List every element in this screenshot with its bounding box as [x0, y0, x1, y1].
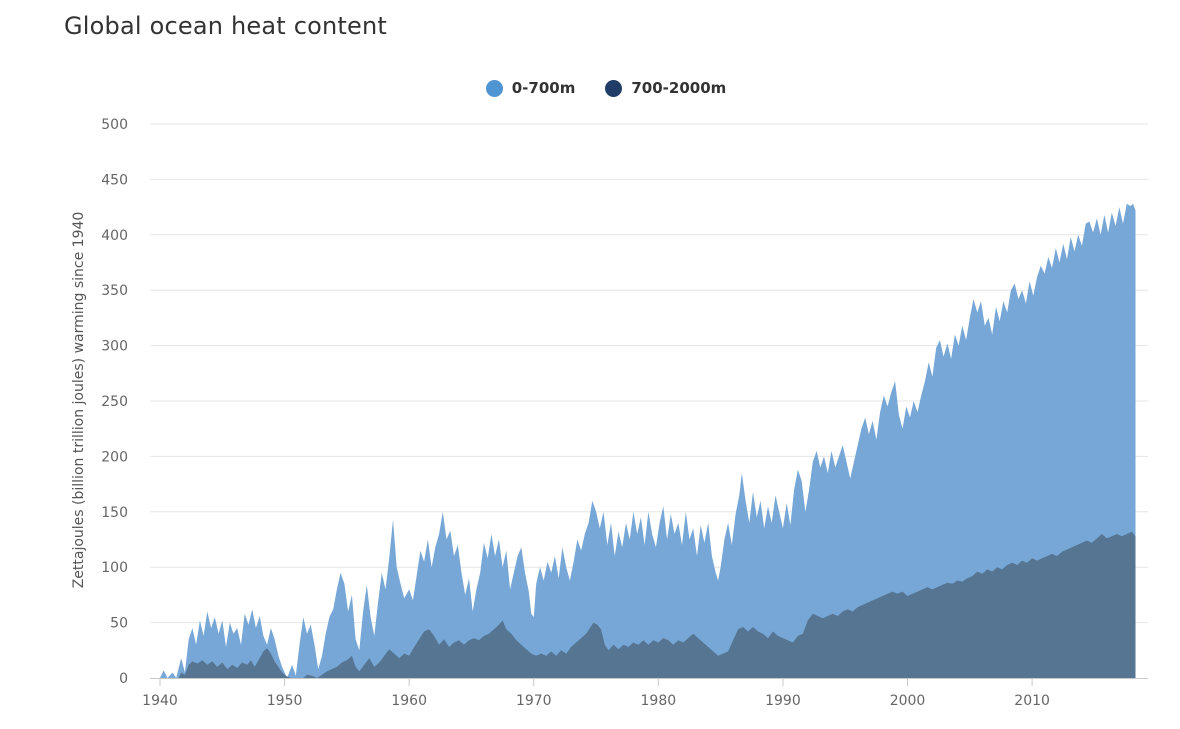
- x-tick-label: 2010: [1014, 693, 1050, 709]
- x-tick-label: 2000: [890, 693, 926, 709]
- series-areas: [160, 203, 1136, 679]
- legend-label-700-2000m: 700-2000m: [631, 79, 727, 97]
- y-tick-label: 50: [110, 616, 128, 632]
- x-tick-label: 1960: [391, 693, 427, 709]
- legend-swatch-0-700m: [485, 79, 503, 97]
- x-tick-label: 1940: [142, 693, 178, 709]
- y-tick-label: 450: [101, 172, 128, 188]
- x-tick-label: 1980: [641, 693, 677, 709]
- legend-item-700-2000m[interactable]: 700-2000m: [605, 79, 726, 97]
- y-tick-label: 500: [101, 117, 128, 133]
- x-tick-label: 1970: [516, 693, 552, 709]
- y-tick-label: 100: [101, 560, 128, 576]
- chart-title: Global ocean heat content: [64, 12, 387, 40]
- y-tick-label: 0: [119, 671, 128, 687]
- legend: 0-700m 700-2000m: [0, 76, 1180, 100]
- y-tick-label: 150: [101, 505, 128, 521]
- legend-item-0-700m[interactable]: 0-700m: [485, 79, 576, 97]
- y-tick-label: 350: [101, 283, 128, 299]
- y-tick-label: 250: [101, 394, 128, 410]
- area-series-700-2000m: [160, 531, 1136, 678]
- y-tick-label: 200: [101, 449, 128, 465]
- axes: 0 50 100 150 200 250 300 350 400 450 500 1940 1950 19…: [101, 117, 1148, 709]
- x-tick-label: 1950: [267, 693, 303, 709]
- y-tick-label: 400: [101, 228, 128, 244]
- x-tick-label: 1990: [765, 693, 801, 709]
- legend-swatch-700-2000m: [605, 79, 623, 97]
- legend-label-0-700m: 0-700m: [511, 79, 576, 97]
- y-tick-label: 300: [101, 339, 128, 355]
- area-series-0-700m: [160, 203, 1136, 679]
